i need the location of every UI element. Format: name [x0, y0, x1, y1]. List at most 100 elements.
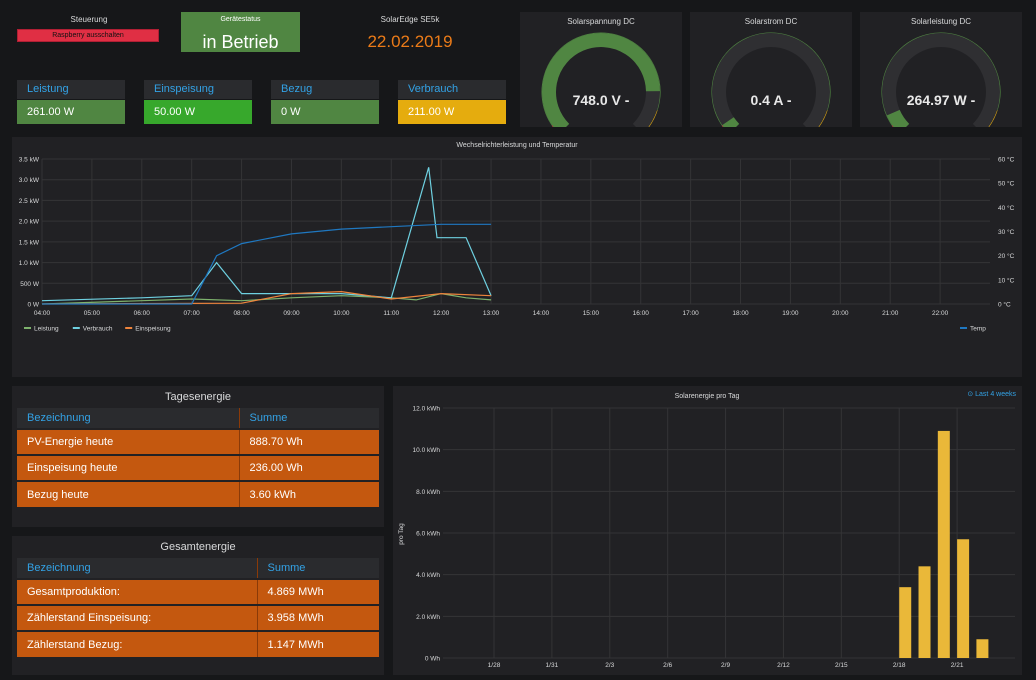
y2-tick-label: 30 °C — [998, 228, 1015, 236]
y-tick-label: 12.0 kWh — [413, 406, 441, 413]
gesamtenergie-table: Bezeichnung Summe Gesamtproduktion: 4.86… — [17, 558, 379, 657]
table-cell: Zählerstand Einspeisung: — [17, 604, 257, 631]
x-tick-label: 09:00 — [283, 310, 300, 317]
device-date: 22.02.2019 — [367, 32, 453, 51]
x-tick-label: 14:00 — [533, 310, 550, 317]
table-cell: Bezug heute — [17, 480, 239, 507]
series-line-verbrauch — [41, 167, 492, 302]
tagesenergie-title: Tagesenergie — [164, 391, 232, 403]
x-tick-label: 11:00 — [383, 310, 399, 317]
series-line-einspeisung — [41, 290, 492, 305]
gauge-arc — [881, 32, 1001, 127]
x-tick-label: 2/15 — [835, 662, 848, 669]
bar-chart-panel: Solarenergie pro Tag ⊙ Last 4 weeks pro Ta… — [393, 386, 1022, 675]
series-line-leistung — [41, 292, 492, 305]
y-tick-label: 0 W — [27, 302, 39, 309]
y-tick-label: 6.0 kWh — [416, 531, 440, 538]
device-status-value: in Betrieb — [202, 32, 279, 52]
gauge-fill — [542, 33, 660, 127]
stat-value-bezug: 0 W — [271, 100, 379, 124]
x-tick-label: 06:00 — [134, 310, 151, 317]
table-cell: 3.958 MWh — [256, 604, 379, 631]
x-tick-label: 2/3 — [605, 662, 614, 669]
table-row: Zählerstand Einspeisung: 3.958 MWh — [17, 604, 379, 631]
steuerung-title: Steuerung — [70, 15, 108, 24]
gesamtenergie-panel: Gesamtenergie Bezeichnung Summe Gesamtpr… — [12, 536, 384, 675]
y2-tick-label: 0 °C — [998, 301, 1011, 309]
x-tick-label: 2/21 — [951, 662, 964, 669]
x-tick-label: 05:00 — [84, 310, 101, 317]
device-status-panel: Gerätestatus in Betrieb — [181, 12, 300, 52]
steuerung-panel: Steuerung — [12, 12, 166, 54]
raspberry-shutdown-button[interactable]: Raspberry ausschalten — [17, 29, 159, 42]
x-tick-label: 15:00 — [583, 310, 600, 317]
line-chart: Wechselrichterleistung und Temperatur 3.5… — [19, 142, 1015, 333]
x-tick-label: 2/9 — [721, 662, 730, 669]
gauge-solarspannung: Solarspannung DC 748.0 V - — [520, 12, 682, 127]
table-cell: 1.147 MWh — [256, 630, 379, 657]
stat-value-leistung: 261.00 W — [17, 100, 125, 124]
x-tick-label: 12:00 — [433, 310, 450, 317]
table-row: Gesamtproduktion: 4.869 MWh — [17, 578, 379, 605]
time-range-label: ⊙ Last 4 weeks — [967, 391, 1016, 398]
gauge-track — [882, 33, 1000, 127]
table-row: Zählerstand Bezug: 1.147 MWh — [17, 630, 379, 657]
x-tick-label: 16:00 — [633, 310, 650, 317]
x-tick-label: 10:00 — [333, 310, 350, 317]
y-tick-label: 1.5 kW — [19, 239, 40, 246]
table-row: Bezug heute 3.60 kWh — [17, 480, 379, 507]
line-chart-panel: Wechselrichterleistung und Temperatur 3.5… — [12, 137, 1022, 377]
stat-label-einspeisung: Einspeisung — [144, 80, 252, 99]
gauge-value: 264.97 W - — [906, 92, 976, 108]
stat-label-leistung: Leistung — [17, 80, 125, 99]
legend-label: Temp — [970, 326, 986, 333]
chart-title: Wechselrichterleistung und Temperatur — [456, 142, 578, 149]
x-tick-label: 08:00 — [233, 310, 250, 317]
stat-label-verbrauch: Verbrauch — [398, 80, 506, 99]
y2-tick-label: 60 °C — [998, 156, 1015, 164]
y2-tick-label: 20 °C — [998, 252, 1015, 260]
x-tick-label: 18:00 — [732, 310, 749, 317]
table-cell: Zählerstand Bezug: — [17, 630, 257, 657]
bar-2-21 — [957, 539, 970, 658]
chart-title: Solarenergie pro Tag — [675, 393, 740, 400]
gauge-title: Solarspannung DC — [567, 17, 635, 26]
y-tick-label: 0 Wh — [425, 656, 441, 663]
column-header[interactable]: Summe — [256, 558, 379, 579]
x-tick-label: 17:00 — [682, 310, 699, 317]
x-tick-label: 1/28 — [488, 662, 501, 669]
gauge-title: Solarstrom DC — [744, 17, 798, 26]
x-tick-label: 04:00 — [34, 310, 51, 317]
x-tick-label: 20:00 — [832, 310, 849, 317]
table-cell: Gesamtproduktion: — [17, 578, 257, 605]
column-header[interactable]: Bezeichnung — [17, 408, 239, 429]
x-tick-label: 19:00 — [782, 310, 799, 317]
table-cell: 4.869 MWh — [256, 578, 379, 605]
column-header[interactable]: Summe — [238, 408, 379, 429]
x-tick-label: 07:00 — [184, 310, 201, 317]
y-axis-label: pro Tag — [398, 523, 405, 545]
stat-value-verbrauch: 211.00 W — [398, 100, 506, 124]
bar-2-22 — [976, 639, 989, 658]
tagesenergie-table: Bezeichnung Summe PV-Energie heute 888.7… — [17, 408, 379, 507]
x-tick-label: 22:00 — [932, 310, 949, 317]
y2-tick-label: 10 °C — [998, 276, 1015, 284]
table-cell: 236.00 Wh — [238, 454, 379, 481]
table-cell: PV-Energie heute — [17, 428, 239, 455]
x-tick-label: 2/12 — [777, 662, 790, 669]
legend-label: Verbrauch — [83, 326, 113, 333]
y-tick-label: 2.0 kW — [19, 219, 40, 226]
gauge-fill — [886, 109, 910, 127]
y-tick-label: 8.0 kWh — [416, 489, 440, 496]
table-row: PV-Energie heute 888.70 Wh — [17, 428, 379, 455]
column-header[interactable]: Bezeichnung — [17, 558, 257, 579]
legend-label: Leistung — [34, 326, 59, 333]
y-tick-label: 3.5 kW — [19, 157, 40, 164]
y-tick-label: 3.0 kW — [19, 177, 40, 184]
y-tick-label: 1.0 kW — [19, 260, 40, 267]
tagesenergie-panel: Tagesenergie Bezeichnung Summe PV-Energi… — [12, 386, 384, 527]
x-tick-label: 13:00 — [483, 310, 500, 317]
table-cell: 3.60 kWh — [238, 480, 379, 507]
gauge-track — [712, 33, 830, 127]
bar-2-19 — [918, 566, 931, 658]
